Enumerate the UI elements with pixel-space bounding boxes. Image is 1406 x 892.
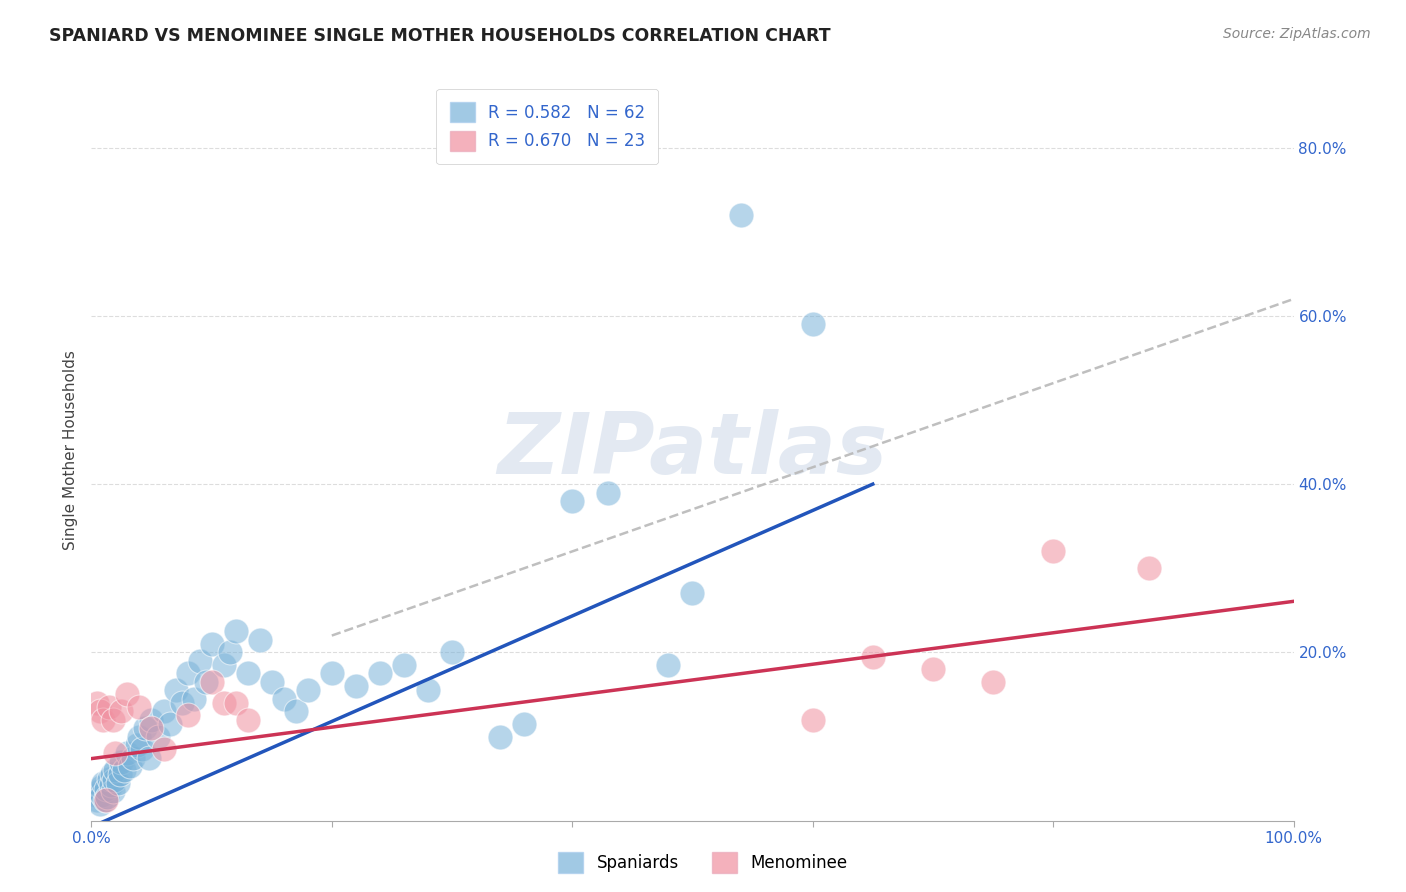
Point bbox=[146, 730, 169, 744]
Point bbox=[657, 658, 679, 673]
Point bbox=[440, 645, 463, 659]
Point bbox=[101, 713, 124, 727]
Point bbox=[98, 700, 121, 714]
Point bbox=[249, 632, 271, 647]
Text: SPANIARD VS MENOMINEE SINGLE MOTHER HOUSEHOLDS CORRELATION CHART: SPANIARD VS MENOMINEE SINGLE MOTHER HOUS… bbox=[49, 27, 831, 45]
Point bbox=[110, 767, 132, 781]
Point bbox=[284, 704, 307, 718]
Point bbox=[141, 721, 163, 735]
Point bbox=[93, 713, 115, 727]
Point bbox=[112, 763, 135, 777]
Point bbox=[176, 708, 198, 723]
Point bbox=[273, 691, 295, 706]
Point bbox=[103, 773, 125, 788]
Text: Source: ZipAtlas.com: Source: ZipAtlas.com bbox=[1223, 27, 1371, 41]
Point bbox=[110, 755, 132, 769]
Point bbox=[194, 674, 217, 689]
Point bbox=[236, 666, 259, 681]
Point bbox=[392, 658, 415, 673]
Point bbox=[598, 485, 620, 500]
Point bbox=[212, 696, 235, 710]
Point bbox=[801, 318, 824, 332]
Y-axis label: Single Mother Households: Single Mother Households bbox=[62, 351, 77, 550]
Point bbox=[86, 792, 108, 806]
Point bbox=[131, 742, 153, 756]
Point bbox=[125, 738, 148, 752]
Point bbox=[188, 654, 211, 668]
Text: ZIPatlas: ZIPatlas bbox=[498, 409, 887, 492]
Point bbox=[1042, 544, 1064, 558]
Point bbox=[159, 717, 181, 731]
Point bbox=[225, 624, 247, 639]
Point bbox=[98, 772, 121, 786]
Point bbox=[91, 789, 114, 803]
Point bbox=[236, 713, 259, 727]
Point bbox=[87, 784, 110, 798]
Point bbox=[104, 747, 127, 761]
Point bbox=[416, 683, 439, 698]
Point bbox=[101, 767, 124, 781]
Point bbox=[225, 696, 247, 710]
Point bbox=[344, 679, 367, 693]
Point bbox=[862, 649, 884, 664]
Point bbox=[152, 742, 174, 756]
Point bbox=[489, 730, 512, 744]
Point bbox=[117, 747, 139, 761]
Point bbox=[561, 494, 583, 508]
Point bbox=[122, 750, 145, 764]
Point bbox=[100, 778, 122, 792]
Point bbox=[201, 637, 224, 651]
Point bbox=[128, 700, 150, 714]
Point bbox=[93, 792, 115, 806]
Point bbox=[1137, 561, 1160, 575]
Point bbox=[89, 797, 111, 811]
Point bbox=[110, 704, 132, 718]
Point bbox=[218, 645, 240, 659]
Point bbox=[101, 784, 124, 798]
Point bbox=[922, 662, 945, 676]
Point bbox=[801, 713, 824, 727]
Point bbox=[138, 750, 160, 764]
Point bbox=[183, 691, 205, 706]
Point bbox=[152, 704, 174, 718]
Point bbox=[201, 674, 224, 689]
Point bbox=[212, 658, 235, 673]
Point bbox=[94, 781, 117, 796]
Point bbox=[165, 683, 187, 698]
Point bbox=[730, 208, 752, 222]
Point bbox=[117, 688, 139, 702]
Point bbox=[86, 696, 108, 710]
Point bbox=[93, 776, 115, 790]
Point bbox=[681, 586, 703, 600]
Point bbox=[141, 713, 163, 727]
Point bbox=[176, 666, 198, 681]
Point bbox=[368, 666, 391, 681]
Point bbox=[118, 759, 141, 773]
Point bbox=[170, 696, 193, 710]
Point bbox=[981, 674, 1004, 689]
Legend: Spaniards, Menominee: Spaniards, Menominee bbox=[551, 846, 855, 880]
Legend: R = 0.582   N = 62, R = 0.670   N = 23: R = 0.582 N = 62, R = 0.670 N = 23 bbox=[436, 88, 658, 164]
Point bbox=[104, 763, 127, 777]
Point bbox=[513, 717, 536, 731]
Point bbox=[134, 721, 156, 735]
Point bbox=[107, 776, 129, 790]
Point bbox=[260, 674, 283, 689]
Point bbox=[321, 666, 343, 681]
Point bbox=[94, 792, 117, 806]
Point bbox=[89, 704, 111, 718]
Point bbox=[96, 790, 118, 805]
Point bbox=[90, 780, 112, 794]
Point bbox=[128, 730, 150, 744]
Point bbox=[84, 789, 107, 803]
Point bbox=[297, 683, 319, 698]
